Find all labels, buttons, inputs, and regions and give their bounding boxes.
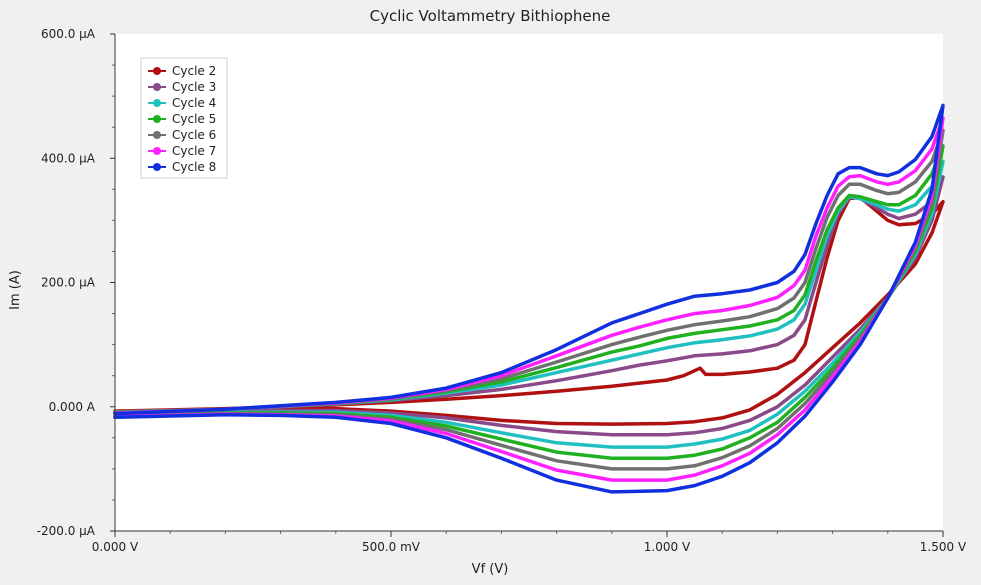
legend-marker [153,131,161,139]
x-tick-label: 0.000 V [92,540,139,554]
legend-marker [153,163,161,171]
legend-label: Cycle 8 [172,160,216,174]
legend-marker [153,67,161,75]
axis-ticks: -200.0 µA 0.000 A 200.0 µA 400.0 µA 600.0 µA… [37,27,967,554]
x-axis-label: Vf (V) [472,562,509,577]
legend-label: Cycle 7 [172,144,216,158]
x-tick-label: 1.500 V [920,540,967,554]
x-tick-label: 500.0 mV [362,540,421,554]
y-tick-label: 600.0 µA [41,27,96,41]
y-axis-label: Im (A) [8,270,23,310]
legend-marker [153,115,161,123]
legend-label: Cycle 4 [172,96,216,110]
series-line-cycle-4 [113,159,945,449]
legend-marker [153,83,161,91]
legend-label: Cycle 6 [172,128,216,142]
y-tick-label: 200.0 µA [41,276,96,290]
y-tick-label: 400.0 µA [41,151,96,165]
series-line-cycle-6 [113,128,945,471]
series-line-cycle-8 [113,103,945,494]
legend: Cycle 2 Cycle 3 Cycle 4 Cycle 5 Cycle 6 Cycle… [140,57,228,179]
legend-label: Cycle 5 [172,112,216,126]
series-line-cycle-7 [113,116,945,482]
plot-area [115,34,943,531]
x-tick-label: 1.000 V [644,540,691,554]
series-line-cycle-3 [113,175,945,437]
legend-marker [153,147,161,155]
legend-label: Cycle 3 [172,80,216,94]
series-group [113,103,945,494]
series-line-cycle-2 [113,195,945,426]
y-tick-label: 0.000 A [49,400,96,414]
legend-marker [153,99,161,107]
series-line-cycle-5 [113,144,945,461]
chart-title: Cyclic Voltammetry Bithiophene [370,7,611,25]
y-tick-label: -200.0 µA [37,524,96,538]
legend-label: Cycle 2 [172,64,216,78]
